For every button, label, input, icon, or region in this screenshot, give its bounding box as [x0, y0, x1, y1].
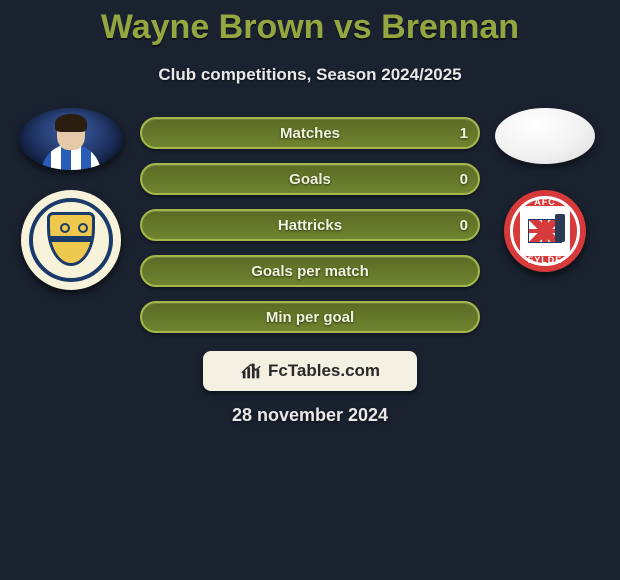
stat-label: Matches	[280, 125, 340, 142]
player-left-column	[8, 108, 133, 290]
stat-row-matches: Matches 1	[140, 117, 480, 149]
crest-left-shield	[47, 212, 95, 266]
subtitle: Club competitions, Season 2024/2025	[0, 65, 620, 85]
player-right-column: AFC FYLDE	[490, 108, 600, 272]
crest-left-bar	[50, 236, 92, 242]
stat-label: Min per goal	[266, 309, 354, 326]
stat-value-right: 0	[460, 171, 468, 188]
crest-right-inner	[520, 206, 570, 256]
club-crest-right: AFC FYLDE	[504, 190, 586, 272]
stat-row-goals: Goals 0	[140, 163, 480, 195]
bar-chart-icon	[240, 360, 262, 382]
player-right-photo-placeholder	[495, 108, 595, 164]
date-label: 28 november 2024	[0, 405, 620, 426]
stat-row-min-per-goal: Min per goal	[140, 301, 480, 333]
comparison-card: Wayne Brown vs Brennan Club competitions…	[0, 0, 620, 580]
stat-row-goals-per-match: Goals per match	[140, 255, 480, 287]
stat-value-right: 1	[460, 125, 468, 142]
stat-label: Goals	[289, 171, 331, 188]
stat-value-right: 0	[460, 217, 468, 234]
crest-right-text-bottom: FYLDE	[504, 255, 586, 265]
player-left-photo	[19, 108, 123, 170]
page-title: Wayne Brown vs Brennan	[0, 8, 620, 47]
stat-label: Hattricks	[278, 217, 342, 234]
source-logo-text: FcTables.com	[268, 361, 380, 381]
player-left-hair	[55, 114, 87, 132]
club-crest-left	[21, 190, 121, 290]
source-logo: FcTables.com	[203, 351, 417, 391]
crest-right-tower-icon	[555, 214, 565, 242]
stats-list: Matches 1 Goals 0 Hattricks 0 Goals per …	[140, 117, 480, 333]
crest-right-flag-icon	[528, 219, 562, 243]
stat-row-hattricks: Hattricks 0	[140, 209, 480, 241]
stat-label: Goals per match	[251, 263, 369, 280]
